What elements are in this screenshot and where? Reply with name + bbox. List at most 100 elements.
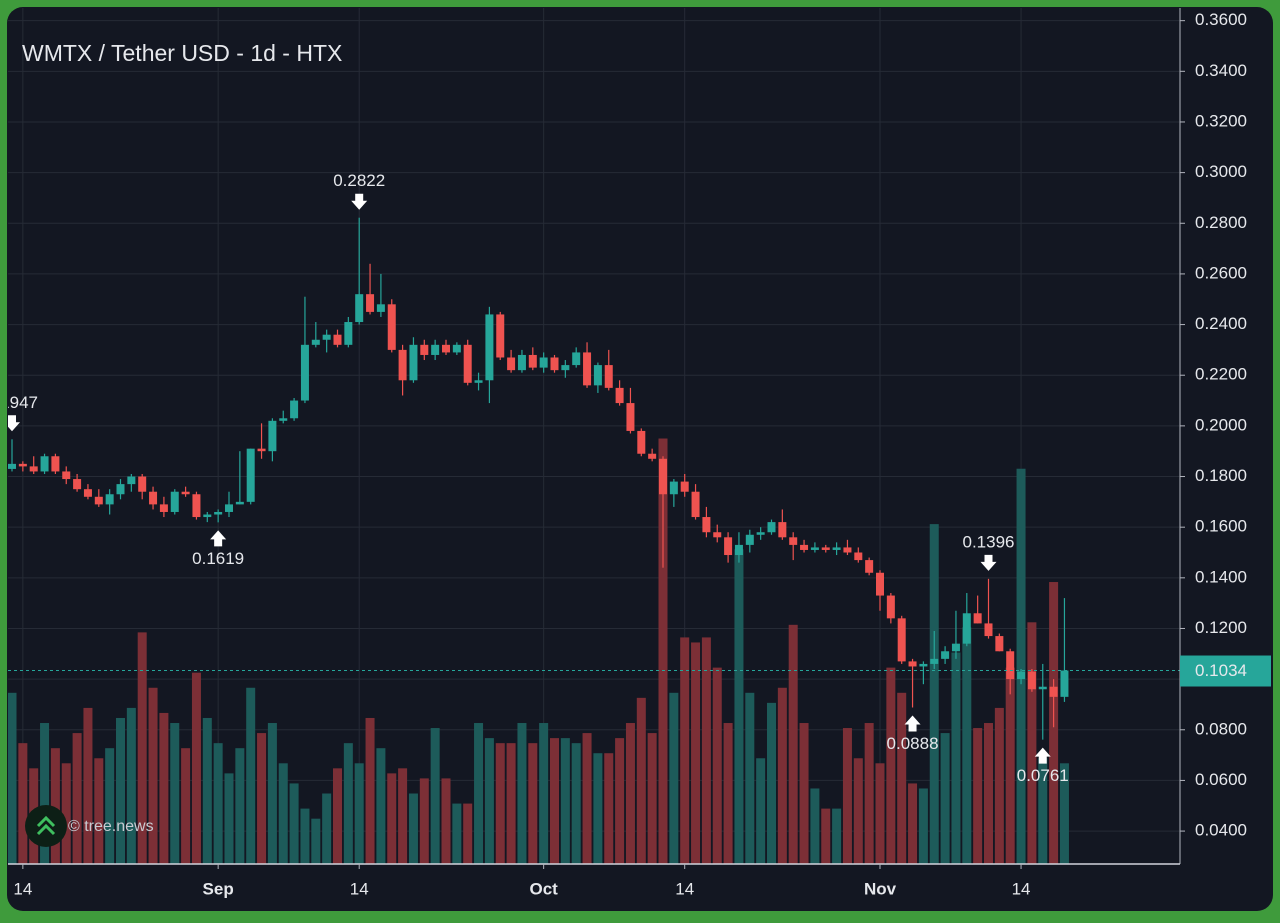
volume-bar xyxy=(973,728,983,864)
candle-body xyxy=(127,476,136,485)
marker-label: 0.1619 xyxy=(192,549,244,568)
volume-bar xyxy=(354,763,364,864)
volume-bar xyxy=(799,723,809,864)
logo-arrows xyxy=(36,815,56,836)
volume-bar xyxy=(181,748,191,864)
volume-bar xyxy=(105,748,115,864)
candle-body xyxy=(800,544,809,550)
volume-bar xyxy=(506,743,516,864)
y-tick-label: 0.0600 xyxy=(1195,770,1247,789)
candle-body xyxy=(268,420,277,452)
candle-body xyxy=(951,643,960,652)
last-price-label: 0.1034 xyxy=(1195,661,1247,680)
volume-bar xyxy=(8,692,17,864)
candle-body xyxy=(1049,686,1058,697)
candle-body xyxy=(290,400,299,419)
y-tick-label: 0.1600 xyxy=(1195,517,1247,536)
candle-body xyxy=(1038,686,1047,690)
volume-bar xyxy=(810,788,820,864)
volume-bar xyxy=(463,803,473,864)
volume-bar xyxy=(962,627,972,864)
volume-bar xyxy=(137,632,147,864)
y-tick-label: 0.2600 xyxy=(1195,263,1247,282)
volume-bar xyxy=(1016,468,1026,864)
volume-bar xyxy=(864,723,874,864)
volume-bar xyxy=(495,743,505,864)
x-tick-label: 14 xyxy=(350,879,369,898)
x-tick-label: Oct xyxy=(529,879,558,898)
volume-bar xyxy=(419,778,429,864)
volume-bar xyxy=(213,743,223,864)
candle-body xyxy=(159,504,168,512)
volume-bar xyxy=(148,687,158,864)
candle-body xyxy=(463,344,472,383)
candle-body xyxy=(615,387,624,404)
candle-body xyxy=(300,344,309,401)
volume-bar xyxy=(821,808,831,864)
volume-bar xyxy=(1059,763,1069,864)
y-tick-label: 0.3600 xyxy=(1195,10,1247,29)
marker-label: 0.0888 xyxy=(887,734,939,753)
volume-bar xyxy=(202,717,212,864)
watermark-text: © tree.news xyxy=(68,818,154,835)
marker-arrow xyxy=(8,415,20,432)
volume-bar xyxy=(224,773,234,864)
candle-body xyxy=(474,380,483,383)
volume-bar xyxy=(951,652,961,864)
candle-body xyxy=(311,339,320,345)
candle-body xyxy=(203,514,212,518)
candle-body xyxy=(1017,671,1026,680)
marker-arrow xyxy=(351,193,368,210)
candle-body xyxy=(713,532,722,538)
candle-body xyxy=(865,560,874,573)
volume-bar xyxy=(517,723,527,864)
marker-arrow xyxy=(904,715,921,732)
volume-bar xyxy=(441,778,451,864)
volume-bar xyxy=(61,763,71,864)
candle-body xyxy=(62,471,71,480)
volume-bar xyxy=(669,692,679,864)
marker-label: 0.1396 xyxy=(963,532,1015,551)
y-tick-label: 0.2200 xyxy=(1195,365,1247,384)
volume-bar xyxy=(1005,667,1015,864)
candle-body xyxy=(507,357,516,371)
volume-bar xyxy=(1038,758,1048,864)
candle-body xyxy=(593,365,602,386)
candle-body xyxy=(246,448,255,502)
volume-bar xyxy=(267,723,277,864)
candle-body xyxy=(257,448,266,452)
candle-body xyxy=(1027,671,1036,690)
volume-bar xyxy=(235,748,245,864)
candle-body xyxy=(344,322,353,345)
candle-body xyxy=(984,623,993,637)
candle-body xyxy=(83,489,92,497)
volume-bar xyxy=(398,768,408,864)
volume-bar xyxy=(734,549,744,864)
volume-bar xyxy=(777,687,787,864)
candle-body xyxy=(669,481,678,495)
candle-body xyxy=(854,552,863,561)
x-tick-label: Nov xyxy=(864,879,897,898)
volume-bar xyxy=(691,642,701,864)
marker-arrow xyxy=(980,554,997,571)
candle-body xyxy=(376,304,385,312)
candle-body xyxy=(930,658,939,664)
candle-body xyxy=(452,344,461,353)
candle-body xyxy=(29,466,38,472)
last-price-tag xyxy=(1180,655,1271,687)
candle-body xyxy=(1060,670,1069,697)
volume-bar xyxy=(408,793,418,864)
volume-bar xyxy=(72,733,82,864)
candle-body xyxy=(387,304,396,350)
candle-body xyxy=(485,314,494,381)
volume-bar xyxy=(604,753,614,864)
candle-body xyxy=(745,534,754,545)
volume-bar xyxy=(593,753,603,864)
candle-body xyxy=(398,349,407,381)
candle-body xyxy=(897,618,906,662)
volume-bar xyxy=(387,773,397,864)
candle-body xyxy=(517,354,526,371)
candle-body xyxy=(279,418,288,421)
volume-bar xyxy=(918,788,928,864)
volume-bar xyxy=(257,733,267,864)
